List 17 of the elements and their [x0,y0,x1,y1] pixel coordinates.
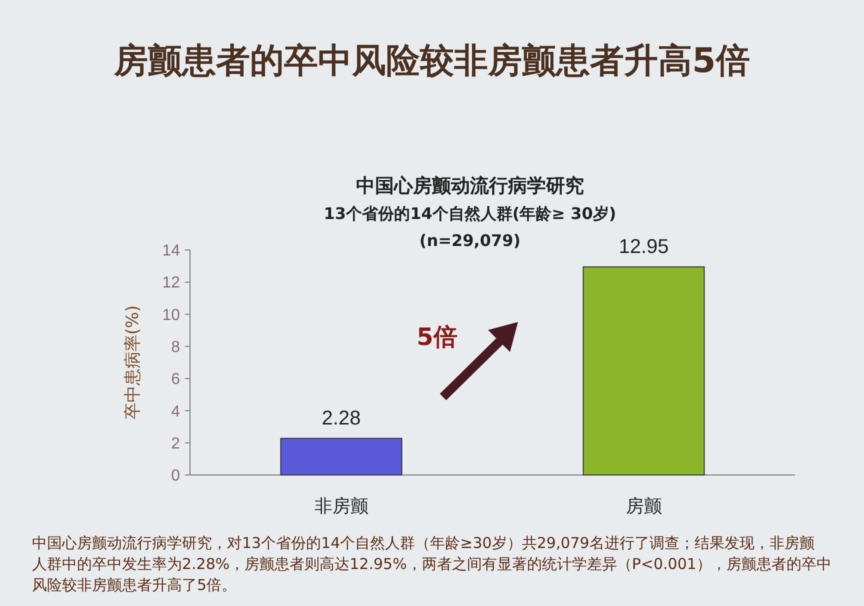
annotation: 5倍 [416,323,458,351]
y-axis-title: 卒中患病率(%) [123,305,143,420]
y-tick-label: 8 [171,339,180,356]
y-tick-label: 14 [162,242,180,260]
data-label: 12.95 [618,236,669,258]
x-tick-label: 房颤 [626,496,662,517]
x-tick-label: 非房颤 [314,496,368,517]
chart-subtitle: 中国心房颤动流行病学研究 13个省份的14个自然人群(年龄≥ 30岁) (n=29,079) [324,175,616,250]
y-tick-label: 10 [162,306,180,324]
chart-title: 房颤患者的卒中风险较非房颤患者升高5倍 [113,41,750,81]
y-tick-label: 2 [171,435,180,452]
data-label: 2.28 [322,407,361,430]
y-tick-label: 12 [162,274,180,292]
text: 中国心房颤动流行病学研究，对13个省份的14个自然人群（年龄≥30岁）共29,079名进行了调查；结果发现，非房颤人群中的卒中发生率为2.28%，房颤患者则高达12.95%，两者之间有显著的统计学差异（P<0.001），房颤患者的卒中风险较非房颤患者升高了5倍。 [32,534,832,594]
y-tick-label: 0 [171,468,180,485]
y-tick-label: 6 [171,371,180,388]
y-tick-label: 4 [171,403,180,420]
